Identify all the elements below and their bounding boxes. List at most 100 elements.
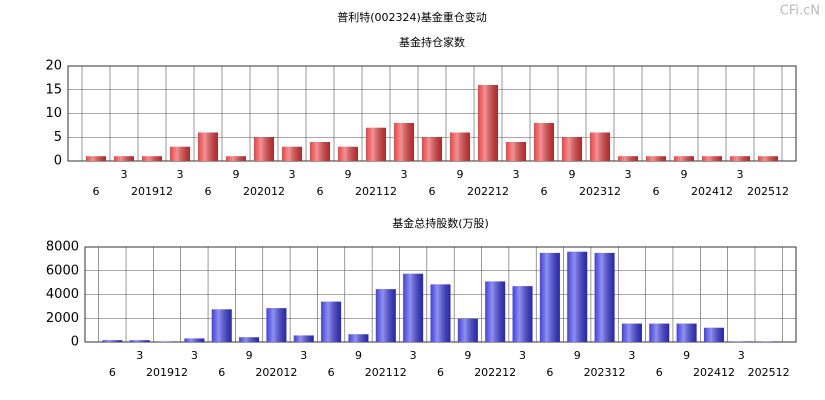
bar-shine: [226, 156, 246, 161]
bar-shine: [539, 252, 560, 342]
x-tick-label: 9: [246, 349, 253, 362]
chart-subtitle: 基金总持股数(万股): [392, 216, 489, 230]
x-tick-label: 3: [191, 349, 198, 362]
x-tick-label: 202012: [243, 185, 285, 198]
y-tick-label: 15: [45, 82, 62, 97]
bar-shine: [676, 323, 697, 342]
watermark: CFi.cN: [780, 4, 820, 19]
x-tick-label: 3: [628, 349, 635, 362]
bar-shine: [562, 137, 582, 161]
x-tick-label: 3: [401, 168, 408, 181]
bar-shine: [321, 301, 342, 342]
bar-shine: [239, 337, 260, 342]
x-tick-label: 9: [569, 168, 576, 181]
bar-shine: [142, 156, 162, 161]
x-tick-label: 3: [121, 168, 128, 181]
x-tick-label: 202412: [693, 366, 735, 379]
bar-shine: [129, 340, 150, 342]
bar-shine: [422, 137, 442, 161]
x-tick-label: 6: [109, 366, 116, 379]
x-tick-label: 6: [429, 185, 436, 198]
bar-shine: [649, 323, 670, 342]
x-tick-label: 3: [519, 349, 526, 362]
x-tick-label: 6: [93, 185, 100, 198]
bar-shine: [457, 318, 478, 342]
x-tick-label: 201912: [131, 185, 173, 198]
x-tick-label: 6: [218, 366, 225, 379]
x-tick-label: 201912: [146, 366, 188, 379]
bar-shine: [703, 327, 724, 342]
y-tick-label: 20: [45, 59, 62, 74]
bar-shine: [282, 146, 302, 161]
bar-shine: [590, 132, 610, 161]
bar-shine: [394, 123, 414, 161]
chart-subtitle: 基金持仓家数: [399, 35, 465, 49]
bar-shine: [758, 341, 779, 342]
bar-shine: [512, 286, 533, 342]
bar-shine: [184, 338, 205, 342]
y-tick-label: 6000: [46, 263, 79, 278]
bar-shine: [621, 323, 642, 342]
bar-shine: [567, 251, 588, 342]
x-tick-label: 9: [457, 168, 464, 181]
x-tick-label: 9: [233, 168, 240, 181]
bar-shine: [375, 289, 396, 342]
x-tick-label: 202412: [691, 185, 733, 198]
x-tick-label: 9: [345, 168, 352, 181]
x-tick-label: 3: [737, 168, 744, 181]
bar-shine: [730, 156, 750, 161]
x-tick-label: 202212: [474, 366, 516, 379]
bar-shine: [485, 281, 506, 342]
bar-shine: [534, 123, 554, 161]
x-tick-label: 202112: [355, 185, 397, 198]
bar-shine: [758, 156, 778, 161]
x-tick-label: 6: [437, 366, 444, 379]
x-tick-label: 9: [681, 168, 688, 181]
x-tick-label: 202312: [579, 185, 621, 198]
x-tick-label: 6: [653, 185, 660, 198]
y-tick-label: 8000: [46, 240, 79, 255]
bar-shine: [646, 156, 666, 161]
bar-shine: [170, 146, 190, 161]
bar-shine: [450, 132, 470, 161]
bar-shine: [348, 334, 369, 342]
bar-shine: [86, 156, 106, 161]
x-tick-label: 6: [317, 185, 324, 198]
bar-shine: [366, 127, 386, 161]
x-tick-label: 9: [574, 349, 581, 362]
x-tick-label: 202512: [747, 185, 789, 198]
bar-shine: [293, 335, 314, 342]
bar-shine: [702, 156, 722, 161]
bar-shine: [731, 341, 752, 342]
x-tick-label: 6: [328, 366, 335, 379]
chart-title: 普利特(002324)基金重仓变动: [337, 10, 487, 24]
bar-shine: [403, 273, 424, 342]
x-tick-label: 202312: [584, 366, 626, 379]
bar-shine: [618, 156, 638, 161]
x-tick-label: 202212: [467, 185, 509, 198]
bar-shine: [211, 309, 232, 342]
x-tick-label: 3: [136, 349, 143, 362]
x-tick-label: 3: [410, 349, 417, 362]
x-tick-label: 6: [205, 185, 212, 198]
x-tick-label: 3: [177, 168, 184, 181]
bar-shine: [102, 340, 123, 342]
x-tick-label: 3: [300, 349, 307, 362]
x-tick-label: 6: [541, 185, 548, 198]
x-tick-label: 9: [683, 349, 690, 362]
y-tick-label: 5: [54, 130, 62, 145]
bar-shine: [198, 132, 218, 161]
bar-shine: [594, 252, 615, 342]
bar-shine: [674, 156, 694, 161]
y-tick-label: 0: [71, 335, 79, 350]
y-tick-label: 0: [54, 154, 62, 169]
x-tick-label: 3: [738, 349, 745, 362]
x-tick-label: 9: [464, 349, 471, 362]
bar-shine: [478, 85, 498, 161]
x-tick-label: 6: [656, 366, 663, 379]
bar-shine: [266, 308, 287, 342]
x-tick-label: 3: [513, 168, 520, 181]
bar-shine: [157, 341, 178, 342]
bar-shine: [254, 137, 274, 161]
